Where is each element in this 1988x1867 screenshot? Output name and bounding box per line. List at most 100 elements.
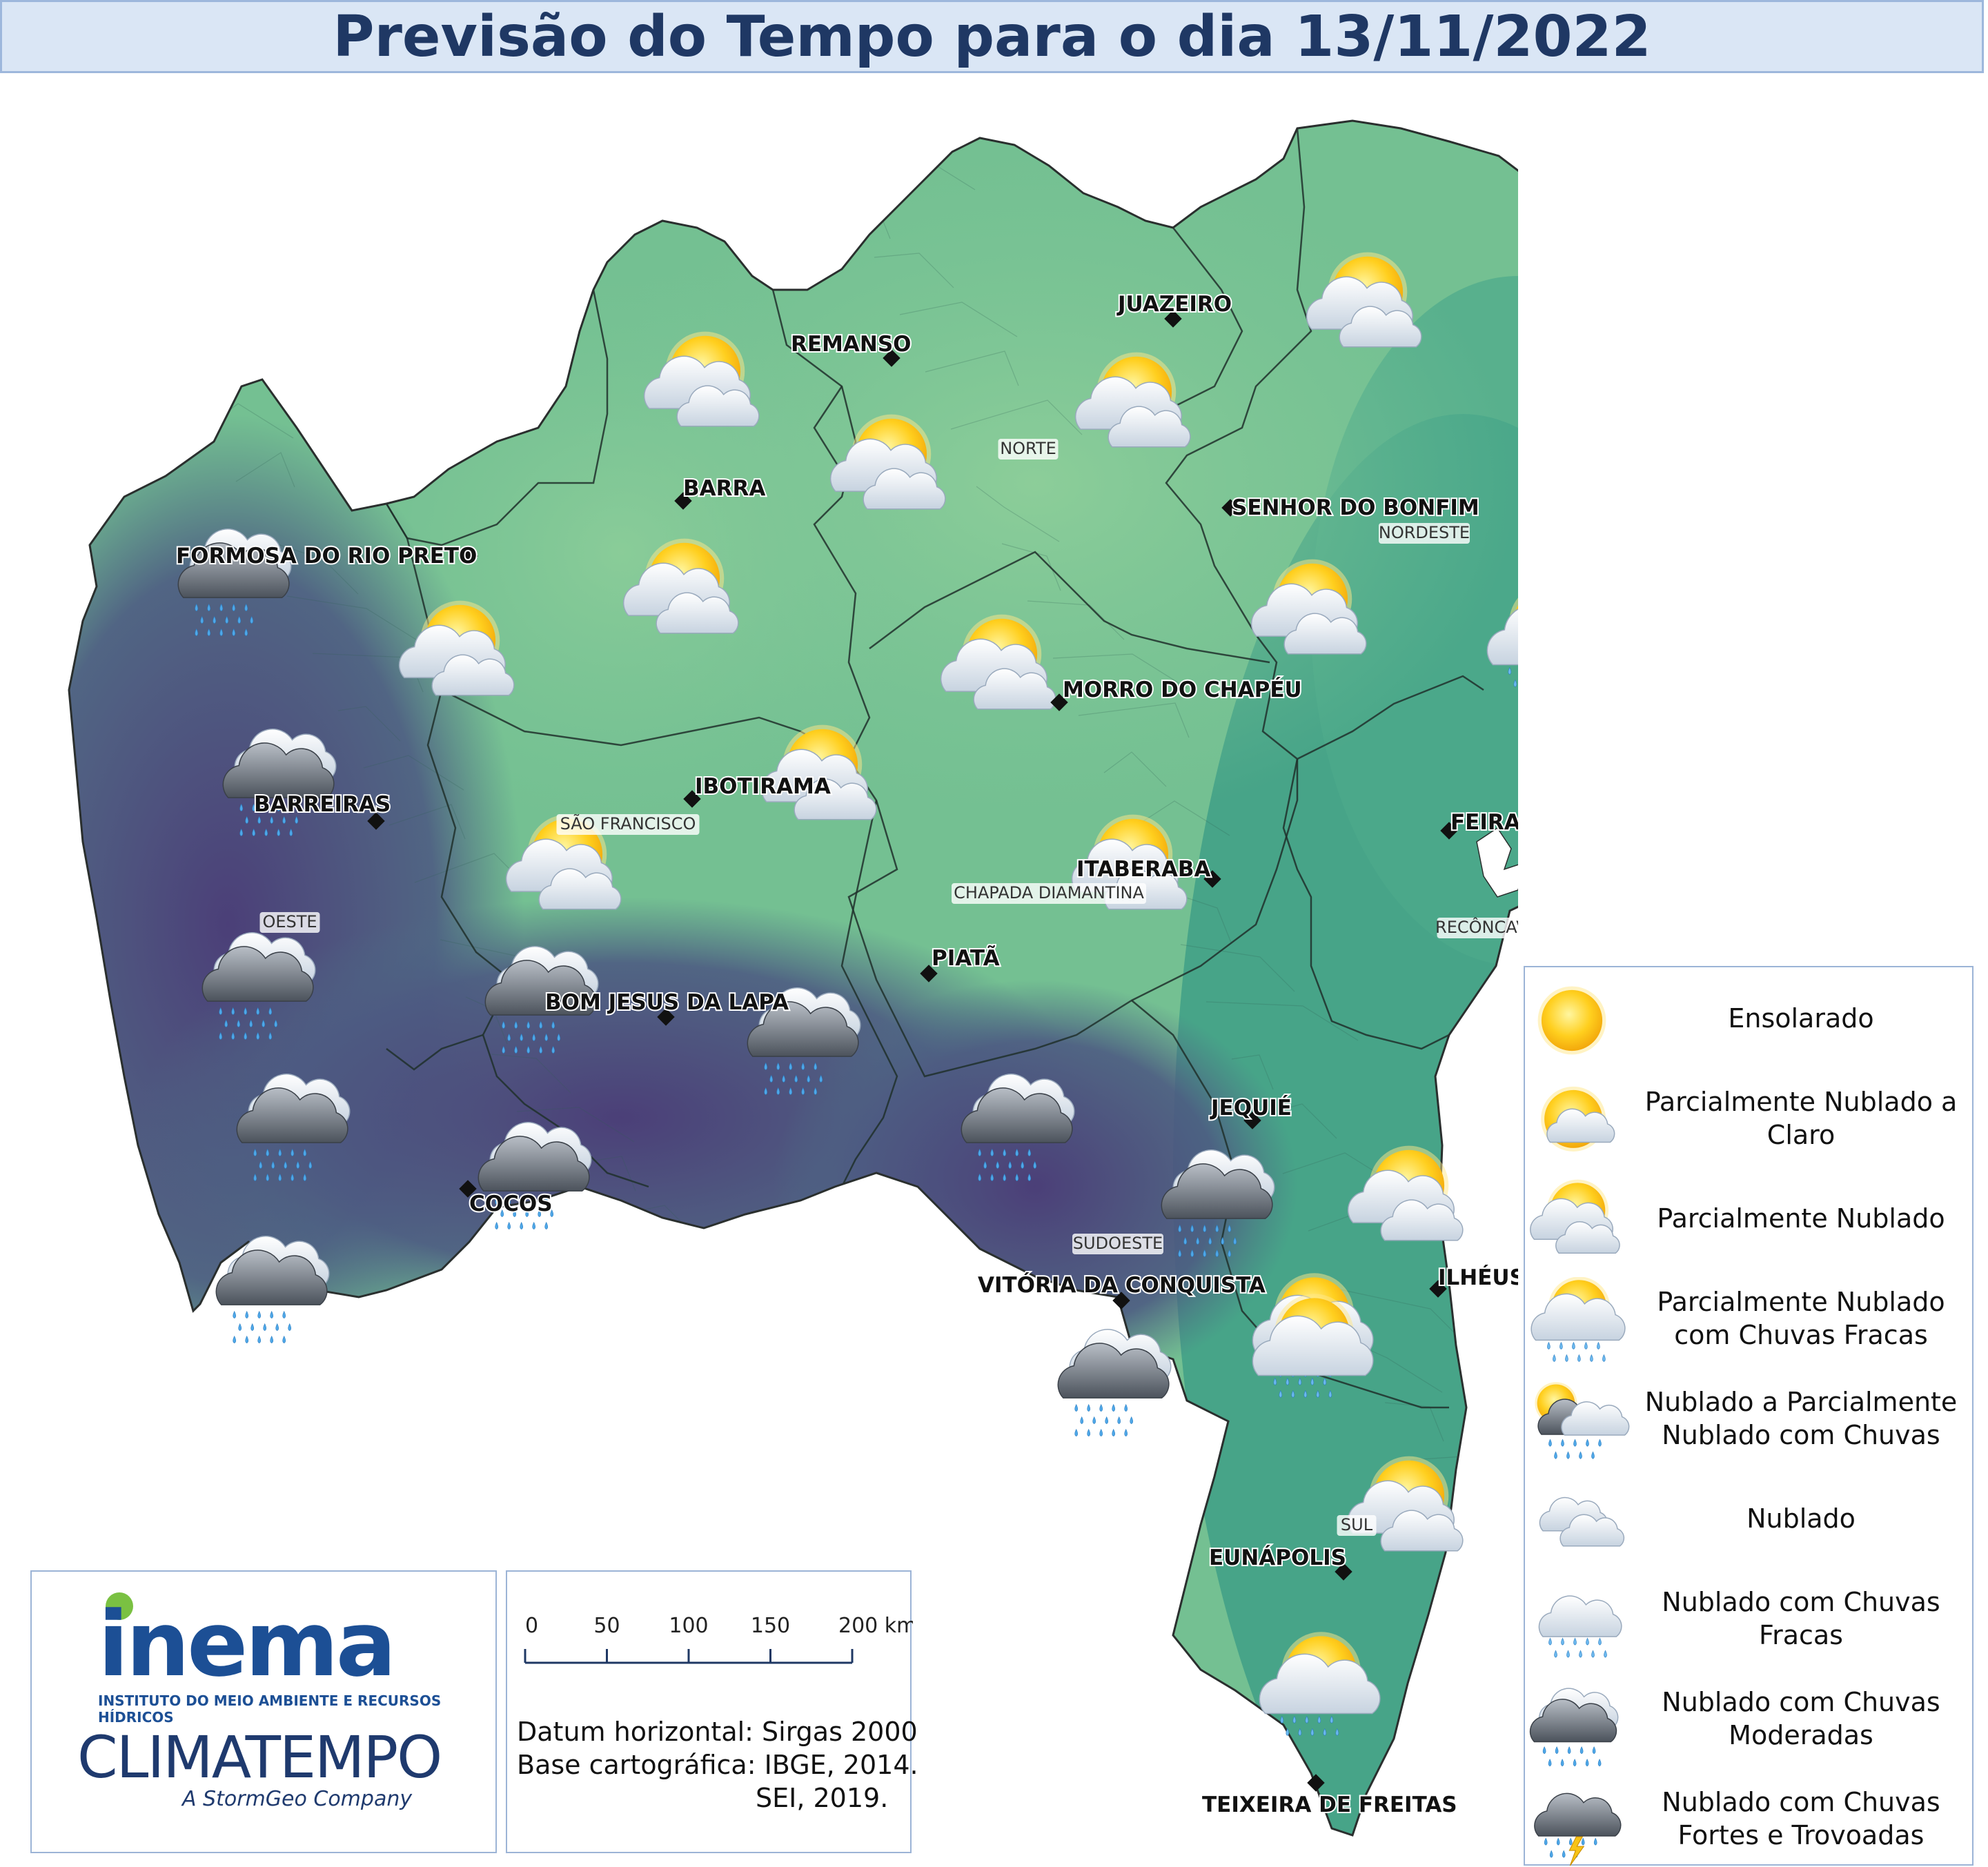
legend-label: Nublado xyxy=(1746,1503,1856,1534)
cloudy-moderate-rain-icon xyxy=(1529,1688,1619,1767)
legend-label: Nublado a Parcialmente Nublado com Chuva… xyxy=(1644,1387,1958,1450)
city-label: REMANSO xyxy=(791,332,912,357)
bahia-map: PAULO AFONSOJUAZEIROREMANSOBARRASENHOR D… xyxy=(68,119,1518,1837)
city-label: PIATÃ xyxy=(932,945,1000,971)
city-label: VITÓRIA DA CONQUISTA xyxy=(978,1272,1266,1298)
climatempo-logo: CLIMATEMPO xyxy=(77,1723,442,1791)
partly-cloudy-icon xyxy=(398,600,515,696)
scale-tick-label: 0 xyxy=(525,1614,538,1638)
legend-row: Parcialmente Nublado com Chuvas Fracas xyxy=(1525,1277,1975,1362)
cloudy-moderate-rain-icon xyxy=(222,729,337,836)
legend-label: Nublado com Chuvas Fortes e Trovoadas xyxy=(1662,1787,1940,1850)
region-label: RECÔNCAVO xyxy=(1435,916,1518,938)
logo-panel: inema INSTITUTO DO MEIO AMBIENTE E RECUR… xyxy=(30,1570,497,1853)
cloudy-moderate-rain-icon xyxy=(478,1122,592,1229)
scale-bar: 0 50 100 150 200 km xyxy=(524,1614,913,1664)
region-label: NORTE xyxy=(998,439,1059,460)
city-label: IBOTIRAMA xyxy=(695,774,831,799)
city-marker: TEIXEIRA DE FREITAS xyxy=(1201,1774,1459,1819)
svg-text:NORTE: NORTE xyxy=(1000,439,1056,458)
cloudy-moderate-rain-icon xyxy=(177,529,292,636)
inema-logo-subtitle: INSTITUTO DO MEIO AMBIENTE E RECURSOS HÍ… xyxy=(98,1692,442,1726)
legend-row: Nublado com Chuvas Fracas xyxy=(1525,1577,1975,1660)
partly-cloudy-icon xyxy=(760,724,877,820)
city-label: FORMOSA DO RIO PRETO xyxy=(176,544,477,569)
city-label: ITABERABA xyxy=(1076,857,1211,882)
partly-cloudy-icon xyxy=(1074,352,1191,448)
partly-cloudy-light-rain-icon xyxy=(1531,1277,1626,1362)
cloudy-partly-rain-icon xyxy=(1535,1382,1630,1459)
city-label: JEQUIÉ xyxy=(1210,1096,1292,1120)
city-label: BOM JESUS DA LAPA xyxy=(545,990,789,1015)
legend-label: Parcialmente Nublado com Chuvas Fracas xyxy=(1657,1287,1945,1350)
city-marker: BOM JESUS DA LAPA xyxy=(544,989,790,1026)
city-label: BARRA xyxy=(683,476,765,501)
region-label: SUDOESTE xyxy=(1072,1234,1163,1254)
city-marker: REMANSO xyxy=(789,330,913,367)
base-text: Base cartográfica: IBGE, 2014. xyxy=(517,1750,918,1780)
city-marker: BARREIRAS xyxy=(253,791,392,830)
legend-label: Nublado com Chuvas Fracas xyxy=(1662,1587,1940,1650)
partly-cloudy-icon xyxy=(1250,559,1367,655)
legend-row: Nublado xyxy=(1525,1477,1975,1560)
city-label: ILHÉUS xyxy=(1438,1265,1518,1290)
legend-label: Parcialmente Nublado xyxy=(1657,1203,1945,1234)
region-label: SUL xyxy=(1337,1515,1377,1536)
city-marker: FEIRA DE SANTANA xyxy=(1440,809,1518,840)
inema-logo: inema xyxy=(98,1592,396,1697)
scale-tick-label: 200 km xyxy=(838,1614,913,1638)
cloudy-moderate-rain-icon xyxy=(484,946,599,1054)
svg-text:SÃO FRANCISCO: SÃO FRANCISCO xyxy=(560,813,696,833)
city-marker: PIATÃ xyxy=(920,944,1001,982)
city-marker: ILHÉUS xyxy=(1429,1264,1518,1298)
svg-text:RECÔNCAVO: RECÔNCAVO xyxy=(1435,916,1518,937)
city-label: BARREIRAS xyxy=(254,792,391,817)
title-bar: Previsão do Tempo para o dia 13/11/2022 xyxy=(0,0,1984,73)
cloudy-moderate-rain-icon xyxy=(1057,1329,1172,1436)
scale-tick-label: 50 xyxy=(593,1614,620,1638)
region-label: SÃO FRANCISCO xyxy=(556,813,700,835)
cloudy-moderate-rain-icon xyxy=(1161,1149,1275,1257)
city-label: TEIXEIRA DE FREITAS xyxy=(1202,1792,1457,1817)
city-marker: COCOS xyxy=(459,1180,554,1218)
cloudy-moderate-rain-icon xyxy=(747,987,861,1095)
cloudy-moderate-rain-icon xyxy=(961,1074,1075,1181)
city-marker: FORMOSA DO RIO PRETO xyxy=(175,542,478,570)
city-label: EUNÁPOLIS xyxy=(1209,1545,1346,1570)
svg-text:SUDOESTE: SUDOESTE xyxy=(1073,1234,1163,1253)
partly-cloudy-light-rain-icon xyxy=(1252,1294,1374,1398)
cloudy-thunderstorm-icon xyxy=(1534,1792,1622,1866)
scale-tick-label: 150 xyxy=(751,1614,790,1638)
city-label: JUAZEIRO xyxy=(1116,292,1232,317)
partly-cloudy-icon xyxy=(829,414,946,510)
city-label: MORRO DO CHAPÉU xyxy=(1063,678,1302,702)
cloudy-moderate-rain-icon xyxy=(201,932,316,1040)
svg-text:SUL: SUL xyxy=(1341,1515,1373,1534)
partly-cloudy-icon xyxy=(940,614,1056,710)
svg-text:CHAPADA DIAMANTINA: CHAPADA DIAMANTINA xyxy=(954,883,1144,902)
legend-row: Nublado com Chuvas Fortes e Trovoadas xyxy=(1525,1777,1975,1866)
city-marker: ITABERABA xyxy=(1075,856,1221,888)
city-marker: BARRA xyxy=(674,475,767,510)
partly-cloudy-light-rain-icon xyxy=(1259,1632,1381,1736)
legend-row: Nublado com Chuvas Moderadas xyxy=(1525,1677,1975,1767)
partly-cloudy-clear-icon xyxy=(1541,1086,1615,1152)
city-label: COCOS xyxy=(469,1192,553,1216)
cloudy-moderate-rain-icon xyxy=(236,1074,351,1181)
partly-cloudy-icon xyxy=(1530,1179,1620,1254)
climatempo-tagline: A StormGeo Company xyxy=(182,1787,413,1811)
partly-cloudy-icon xyxy=(1347,1145,1464,1241)
city-label: SENHOR DO BONFIM xyxy=(1232,495,1479,520)
legend-label: Parcialmente Nublado a Claro xyxy=(1644,1087,1958,1150)
inema-logo-dot xyxy=(106,1592,133,1620)
partly-cloudy-icon xyxy=(643,331,760,427)
svg-text:NORDESTE: NORDESTE xyxy=(1379,523,1470,542)
cloudy-icon xyxy=(1539,1496,1625,1547)
base-text-2: SEI, 2019. xyxy=(756,1783,889,1813)
city-label: FEIRA DE SANTANA xyxy=(1450,810,1518,835)
legend-label: Ensolarado xyxy=(1728,1003,1874,1034)
city-marker: JUAZEIRO xyxy=(1115,290,1233,328)
datum-text: Datum horizontal: Sirgas 2000 xyxy=(517,1717,918,1747)
region-label: NORDESTE xyxy=(1379,523,1470,544)
sunny-icon xyxy=(1537,986,1606,1055)
